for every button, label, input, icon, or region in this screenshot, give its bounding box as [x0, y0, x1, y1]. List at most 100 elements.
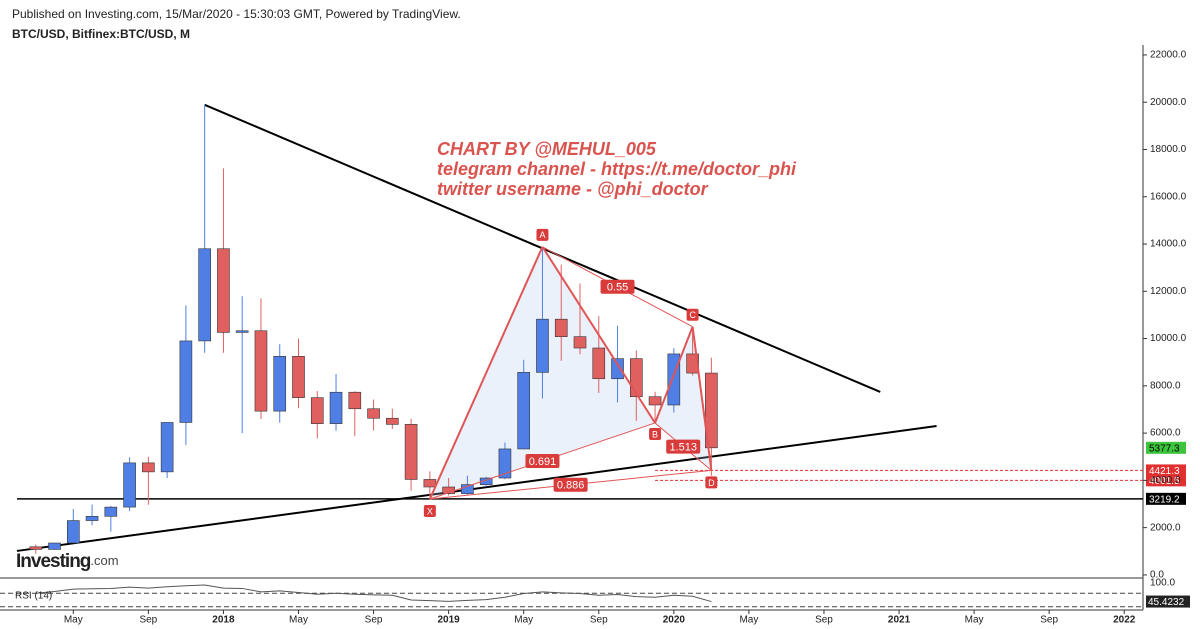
logo: Investing.com — [16, 551, 119, 572]
logo-suffix: .com — [90, 553, 118, 568]
chart-title: BTC/USD, Bitfinex:BTC/USD, M — [12, 27, 190, 41]
ratio-label: 0.55 — [607, 282, 628, 294]
x-tick-label: May — [965, 615, 984, 626]
ratio-badge — [553, 477, 588, 492]
plot: 0.55 0.691 1.513 0.886 X A B C D 3219.2 4421.34001… — [0, 103, 1190, 608]
point-label: A — [539, 230, 545, 240]
y-tick-label: 0.0 — [1150, 570, 1164, 581]
y-tick-label: 8000.0 — [1150, 380, 1181, 391]
candle-body — [254, 330, 268, 412]
point-badge — [649, 427, 662, 440]
candle-body — [48, 542, 61, 550]
candle-body — [404, 424, 418, 480]
candle-body — [386, 417, 399, 425]
trendline — [16, 425, 937, 552]
subtitle: Published on Investing.com, 15/Mar/2020 … — [12, 7, 461, 21]
point-badge — [423, 505, 436, 518]
annotation: twitter username - @phi_doctor — [437, 179, 709, 199]
x-tick-label: Sep — [590, 615, 608, 626]
x-tick-label: May — [739, 615, 758, 626]
candle-body — [104, 506, 118, 517]
candle-body — [217, 248, 230, 333]
candle-body — [629, 358, 643, 398]
candle-body — [198, 248, 211, 342]
annotation: CHART BY @MEHUL_005 — [437, 139, 657, 159]
candle-body — [648, 396, 662, 406]
price-tag — [1146, 464, 1186, 477]
y-tick-label: 14000.0 — [1150, 239, 1187, 250]
ratio-label: 0.691 — [529, 456, 557, 468]
y-tick-label: 10000.0 — [1150, 333, 1187, 344]
price-tag-label: 4421.3 — [1149, 466, 1180, 477]
y-tick-label: 16000.0 — [1150, 191, 1187, 202]
candle-body — [592, 347, 606, 380]
candle-body — [179, 340, 193, 423]
x-tick-label: 2021 — [888, 615, 911, 626]
pattern-leg — [428, 246, 544, 500]
price-tag — [1146, 595, 1190, 608]
price-tag — [1146, 492, 1186, 505]
point-badge — [536, 228, 549, 241]
point-label: X — [427, 506, 433, 516]
candle-body — [554, 318, 568, 337]
candle-body — [292, 355, 305, 398]
candle-body — [67, 520, 80, 544]
logo-main: Investing — [16, 551, 91, 572]
candle-body — [367, 408, 380, 419]
x-tick-label: May — [289, 615, 308, 626]
candle-body — [536, 318, 549, 373]
candle-body — [310, 397, 324, 424]
x-tick-label: 2018 — [212, 615, 235, 626]
pattern-leg — [541, 246, 656, 424]
point-label: B — [652, 429, 658, 439]
candle-body — [498, 448, 512, 479]
rsi-label: RSI (14) — [15, 591, 52, 602]
y-tick-label: 4000.0 — [1150, 475, 1181, 486]
y-tick-label: 2000.0 — [1150, 522, 1181, 533]
candle-body — [142, 462, 155, 473]
candle-body — [235, 330, 249, 333]
rsi-tick-label: 100.0 — [1150, 578, 1175, 589]
ratio-badge — [600, 279, 635, 294]
x-tick-label: Sep — [139, 615, 157, 626]
point-badge — [686, 308, 699, 321]
candle-body — [686, 353, 699, 374]
candle-body — [348, 391, 362, 410]
x-tick-label: 2019 — [438, 615, 461, 626]
annotation: telegram channel - https://t.me/doctor_p… — [437, 159, 797, 179]
candle-body — [517, 372, 531, 450]
candle-body — [573, 336, 587, 349]
pattern-leg — [654, 326, 694, 424]
x-tick-label: May — [514, 615, 533, 626]
candle-body — [423, 479, 437, 488]
candle-body — [461, 484, 474, 494]
candle-body — [705, 372, 718, 449]
x-tick-label: Sep — [1040, 615, 1058, 626]
x-tick-label: 2022 — [1113, 615, 1136, 626]
y-tick-label: 12000.0 — [1150, 286, 1187, 297]
candle-body — [611, 358, 624, 380]
point-badge — [705, 476, 718, 489]
ratio-label: 1.513 — [669, 442, 697, 454]
x-tick-label: Sep — [365, 615, 383, 626]
price-tag-label: 45.4232 — [1148, 597, 1185, 608]
x-tick-label: Sep — [815, 615, 833, 626]
y-tick-label: 22000.0 — [1150, 50, 1187, 61]
rsi-line — [35, 584, 712, 603]
price-tag-label: 5377.3 — [1149, 443, 1180, 454]
candle-body — [160, 422, 174, 473]
point-label: C — [689, 310, 696, 320]
price-tag-label: 4001.5 — [1149, 476, 1180, 487]
price-tag-label: 3219.2 — [1149, 494, 1180, 505]
ratio-label: 0.886 — [557, 480, 585, 492]
candle-body — [329, 391, 343, 424]
price-tag — [1146, 474, 1186, 487]
ratio-badge — [666, 439, 701, 454]
candle-body — [123, 462, 136, 508]
y-tick-label: 6000.0 — [1150, 428, 1181, 439]
candle-body — [479, 477, 493, 485]
pattern-leg — [691, 326, 713, 471]
candle-body — [29, 546, 43, 550]
candle-body — [85, 516, 99, 521]
